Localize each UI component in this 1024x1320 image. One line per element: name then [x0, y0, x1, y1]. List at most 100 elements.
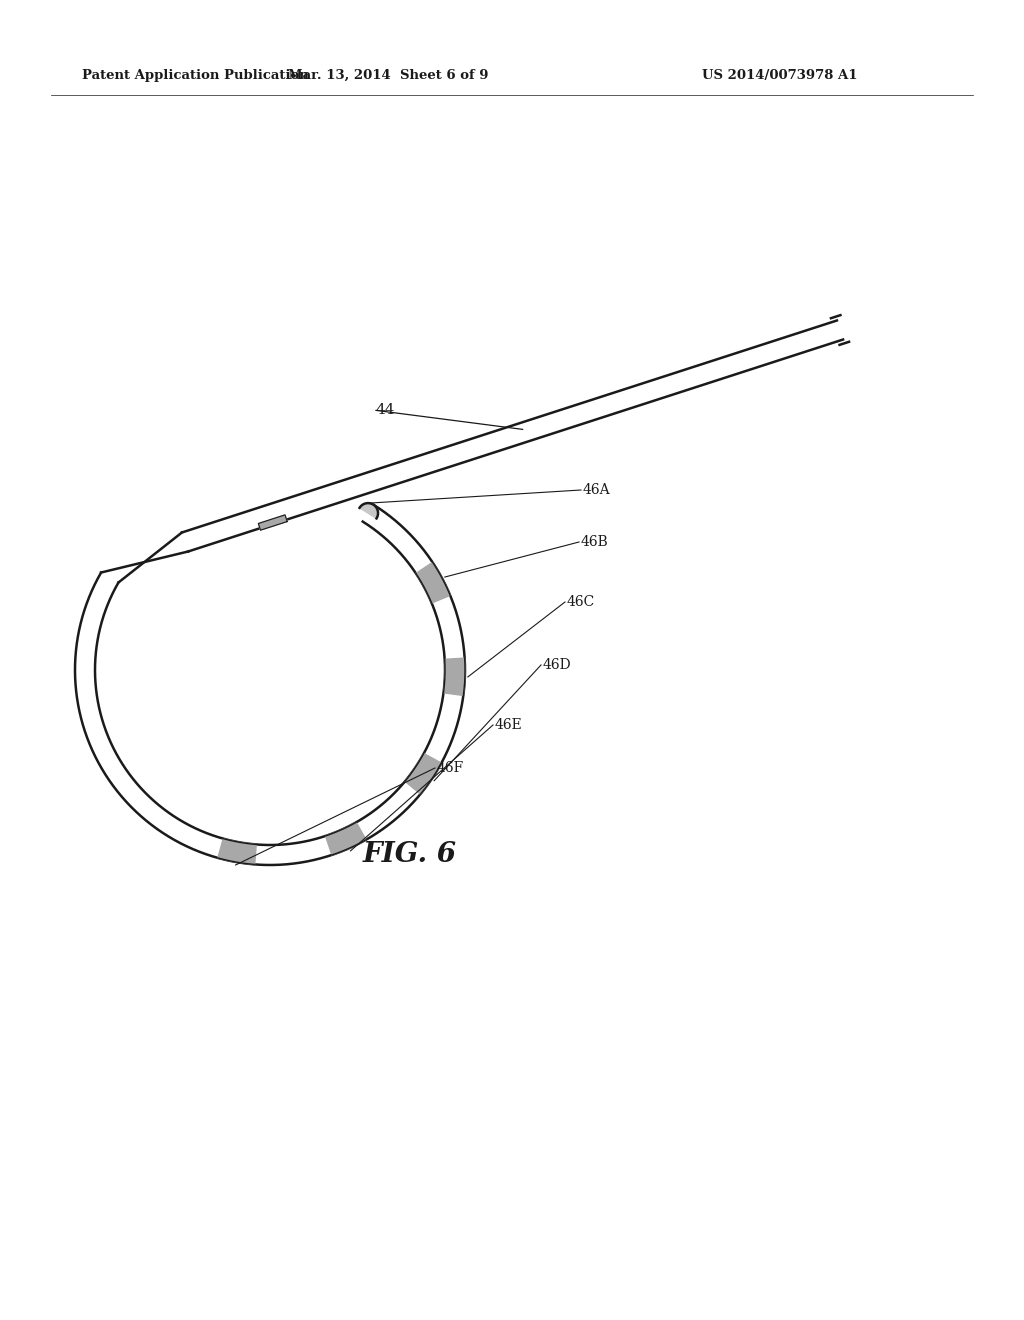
- Polygon shape: [182, 826, 194, 845]
- Polygon shape: [225, 841, 232, 861]
- Polygon shape: [102, 759, 120, 771]
- Polygon shape: [426, 581, 444, 593]
- Polygon shape: [387, 525, 402, 541]
- Polygon shape: [399, 539, 415, 553]
- Polygon shape: [129, 791, 145, 807]
- Polygon shape: [381, 804, 395, 821]
- Polygon shape: [218, 838, 256, 865]
- Polygon shape: [89, 595, 109, 605]
- Polygon shape: [420, 569, 438, 581]
- Polygon shape: [430, 739, 450, 750]
- Polygon shape: [445, 669, 465, 672]
- Polygon shape: [436, 722, 457, 730]
- Polygon shape: [76, 648, 96, 652]
- Polygon shape: [244, 843, 248, 863]
- Polygon shape: [418, 565, 436, 578]
- Polygon shape: [150, 808, 164, 825]
- Polygon shape: [131, 793, 146, 808]
- Polygon shape: [403, 781, 421, 796]
- Polygon shape: [122, 784, 138, 799]
- Polygon shape: [440, 624, 460, 631]
- Polygon shape: [77, 693, 97, 698]
- Polygon shape: [400, 540, 417, 554]
- Polygon shape: [88, 597, 108, 606]
- Polygon shape: [327, 834, 336, 854]
- Text: Patent Application Publication: Patent Application Publication: [82, 69, 309, 82]
- Polygon shape: [198, 833, 207, 851]
- Polygon shape: [440, 708, 461, 714]
- Text: 46A: 46A: [583, 483, 610, 498]
- Polygon shape: [432, 595, 452, 605]
- Polygon shape: [444, 677, 465, 681]
- Polygon shape: [394, 792, 410, 808]
- Polygon shape: [425, 750, 443, 762]
- Polygon shape: [81, 713, 101, 721]
- Polygon shape: [84, 721, 103, 729]
- Polygon shape: [80, 708, 99, 714]
- Polygon shape: [444, 684, 465, 688]
- Polygon shape: [157, 813, 170, 830]
- Polygon shape: [442, 696, 463, 701]
- Polygon shape: [319, 837, 327, 857]
- Polygon shape: [264, 845, 266, 865]
- Polygon shape: [118, 779, 134, 793]
- Polygon shape: [346, 826, 356, 846]
- Text: Mar. 13, 2014  Sheet 6 of 9: Mar. 13, 2014 Sheet 6 of 9: [288, 69, 488, 82]
- Polygon shape: [434, 727, 454, 737]
- Polygon shape: [82, 717, 102, 725]
- Polygon shape: [96, 750, 115, 760]
- Polygon shape: [95, 581, 115, 591]
- Polygon shape: [219, 840, 226, 859]
- Polygon shape: [436, 723, 456, 733]
- Polygon shape: [443, 690, 464, 694]
- Polygon shape: [87, 731, 106, 741]
- Polygon shape: [77, 692, 96, 696]
- Polygon shape: [376, 808, 390, 825]
- Polygon shape: [444, 685, 464, 690]
- Polygon shape: [184, 828, 196, 846]
- Polygon shape: [87, 599, 106, 609]
- Polygon shape: [393, 793, 409, 809]
- Polygon shape: [92, 589, 111, 599]
- Polygon shape: [444, 673, 465, 676]
- Polygon shape: [136, 797, 152, 813]
- Polygon shape: [141, 801, 156, 818]
- Polygon shape: [78, 632, 98, 638]
- Text: 46B: 46B: [581, 535, 608, 549]
- Polygon shape: [444, 648, 464, 653]
- Polygon shape: [403, 544, 420, 558]
- Polygon shape: [307, 841, 313, 861]
- Polygon shape: [367, 507, 379, 525]
- Polygon shape: [206, 836, 214, 855]
- Polygon shape: [119, 780, 135, 795]
- Polygon shape: [301, 842, 307, 862]
- Polygon shape: [262, 845, 264, 865]
- Polygon shape: [337, 832, 346, 850]
- Polygon shape: [75, 673, 95, 676]
- Polygon shape: [76, 681, 95, 685]
- Polygon shape: [438, 618, 459, 624]
- Polygon shape: [289, 843, 294, 863]
- Polygon shape: [80, 626, 99, 632]
- Polygon shape: [444, 680, 465, 682]
- Polygon shape: [309, 840, 316, 861]
- Polygon shape: [214, 838, 222, 858]
- Polygon shape: [326, 836, 334, 855]
- Polygon shape: [125, 787, 141, 801]
- Polygon shape: [82, 616, 101, 624]
- Polygon shape: [287, 843, 291, 865]
- Polygon shape: [100, 573, 119, 585]
- Polygon shape: [274, 845, 278, 865]
- Polygon shape: [227, 841, 234, 861]
- Polygon shape: [439, 619, 459, 627]
- Polygon shape: [202, 834, 210, 853]
- Polygon shape: [159, 814, 172, 832]
- Polygon shape: [394, 533, 411, 549]
- Polygon shape: [406, 754, 441, 795]
- Polygon shape: [432, 734, 452, 743]
- Polygon shape: [443, 642, 463, 647]
- Polygon shape: [88, 733, 108, 742]
- Text: 46C: 46C: [567, 595, 595, 609]
- Polygon shape: [76, 645, 96, 651]
- Polygon shape: [89, 735, 109, 744]
